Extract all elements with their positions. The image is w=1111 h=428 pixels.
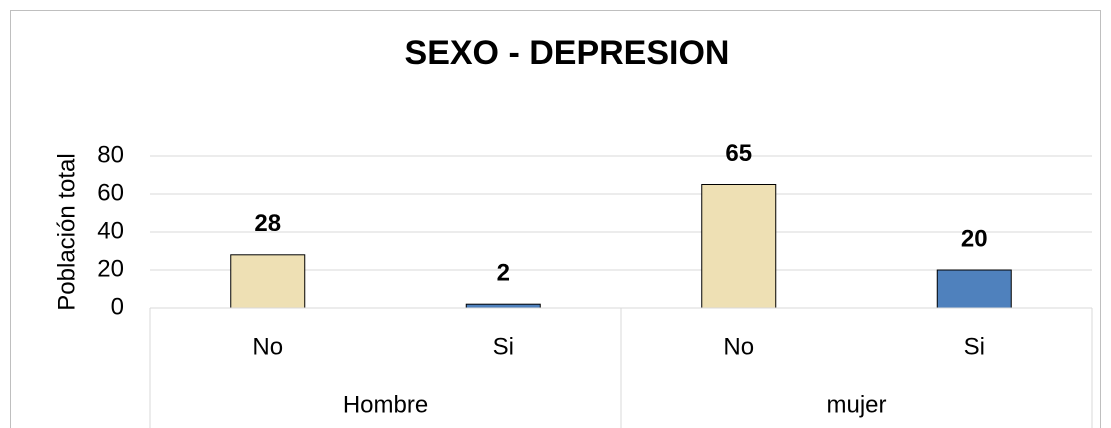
bar xyxy=(465,303,541,309)
bar xyxy=(701,184,777,309)
x-tick-label: No xyxy=(252,333,283,360)
chart-frame xyxy=(10,10,1101,428)
group-label: Hombre xyxy=(343,391,428,418)
y-tick-label: 60 xyxy=(97,179,124,206)
y-axis-title: Población total xyxy=(53,153,80,310)
y-tick-label: 20 xyxy=(97,255,124,282)
data-label: 20 xyxy=(961,225,988,252)
x-tick-label: Si xyxy=(964,333,985,360)
bar xyxy=(230,254,306,309)
data-label: 2 xyxy=(497,260,510,287)
bar xyxy=(936,269,1012,309)
x-tick-label: Si xyxy=(493,333,514,360)
x-tick-label: No xyxy=(723,333,754,360)
group-label: mujer xyxy=(826,391,886,418)
data-label: 28 xyxy=(254,210,281,237)
y-tick-label: 80 xyxy=(97,141,124,168)
chart-title: SEXO - DEPRESION xyxy=(405,34,730,72)
data-label: 65 xyxy=(725,140,752,167)
y-tick-label: 0 xyxy=(111,293,124,320)
y-tick-label: 40 xyxy=(97,217,124,244)
